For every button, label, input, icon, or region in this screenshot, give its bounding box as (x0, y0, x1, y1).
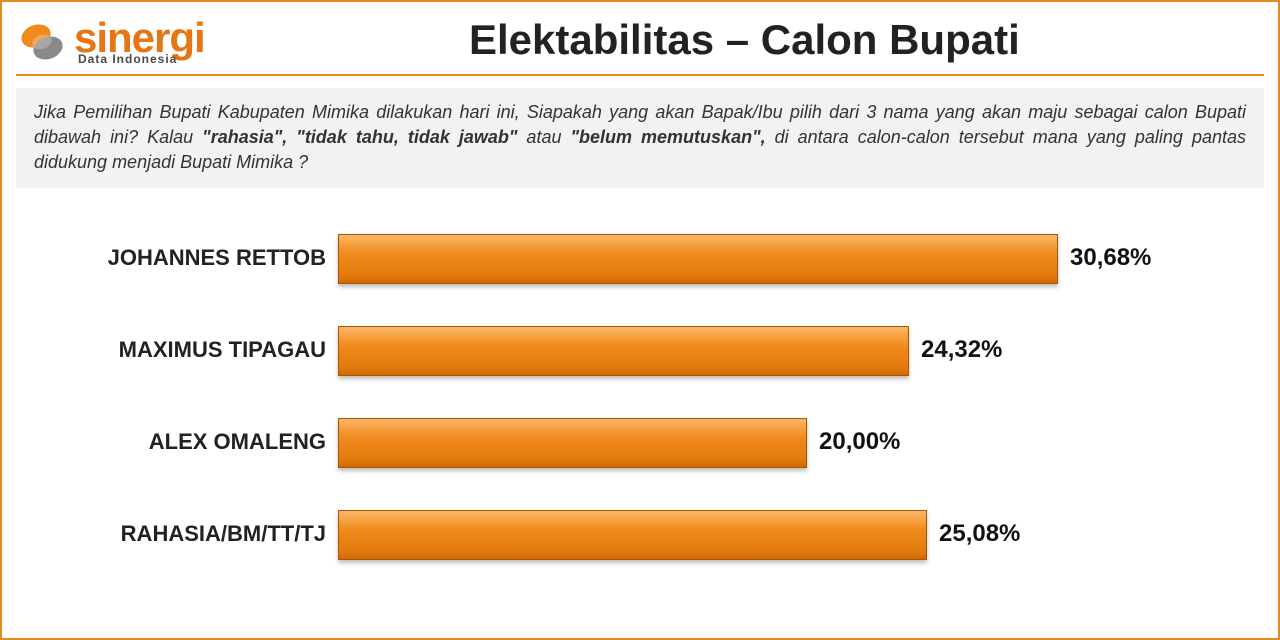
bar-label: RAHASIA/BM/TT/TJ (56, 521, 338, 547)
bar-row: RAHASIA/BM/TT/TJ 25,08% (56, 504, 1204, 564)
bar-track (338, 326, 909, 374)
bar-row: MAXIMUS TIPAGAU 24,32% (56, 320, 1204, 380)
bar-label: JOHANNES RETTOB (56, 245, 338, 271)
bar-row: JOHANNES RETTOB 30,68% (56, 228, 1204, 288)
bar-value: 30,68% (1058, 244, 1151, 272)
logo-sub-text: Data Indonesia (74, 54, 205, 65)
header: sinergi Data Indonesia Elektabilitas – C… (16, 12, 1264, 76)
slide-frame: sinergi Data Indonesia Elektabilitas – C… (0, 0, 1280, 640)
logo-icon (16, 16, 68, 68)
bar-fill (338, 510, 927, 560)
bar-track (338, 510, 927, 558)
bar-label: ALEX OMALENG (56, 429, 338, 455)
logo-text: sinergi Data Indonesia (74, 18, 205, 65)
bar-value: 24,32% (909, 336, 1002, 364)
page-title: Elektabilitas – Calon Bupati (225, 12, 1264, 64)
bar-fill (338, 234, 1058, 284)
logo: sinergi Data Indonesia (16, 12, 205, 68)
bar-row: ALEX OMALENG 20,00% (56, 412, 1204, 472)
bar-label: MAXIMUS TIPAGAU (56, 337, 338, 363)
bar-value: 25,08% (927, 520, 1020, 548)
bar-track (338, 418, 807, 466)
question-text: Jika Pemilihan Bupati Kabupaten Mimika d… (16, 88, 1264, 188)
bar-value: 20,00% (807, 428, 900, 456)
electability-chart: JOHANNES RETTOB 30,68% MAXIMUS TIPAGAU 24,3… (16, 188, 1264, 564)
bar-fill (338, 418, 807, 468)
bar-track (338, 234, 1058, 282)
bar-fill (338, 326, 909, 376)
